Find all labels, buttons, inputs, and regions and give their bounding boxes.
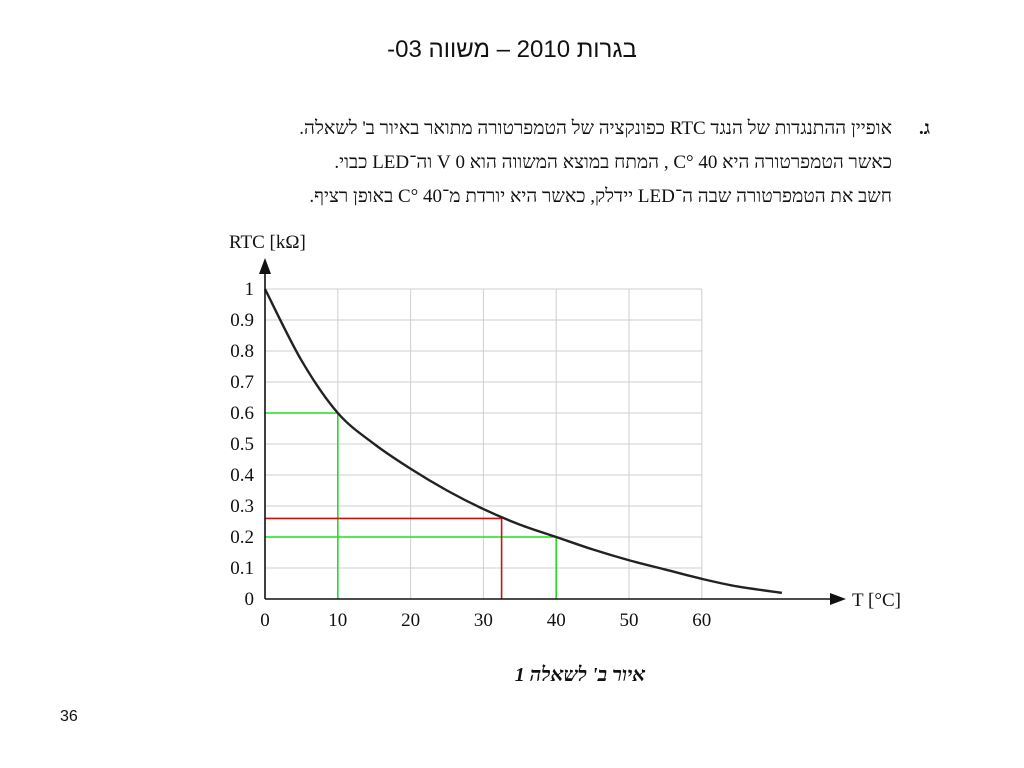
y-tick-label: 0.3 — [230, 496, 254, 517]
y-tick-label: 0.1 — [230, 558, 254, 579]
y-tick-label: 0.2 — [230, 527, 254, 548]
question-line-3: חשב את הטמפרטורה שבה ה־LED יידלק, כאשר ה… — [309, 186, 892, 207]
question-line-1: אופיין ההתנגדות של הנגד RTC כפונקציה של … — [299, 118, 892, 139]
y-tick-label: 0.8 — [230, 341, 254, 362]
y-axis-arrow — [259, 258, 271, 274]
chart-curve — [263, 288, 783, 594]
y-tick-label: 0.5 — [230, 434, 254, 455]
question-letter: ג. — [918, 118, 930, 139]
x-tick-label: 50 — [620, 610, 639, 631]
chart-grid — [265, 288, 703, 599]
y-tick-label: 0.4 — [230, 465, 254, 486]
x-tick-label: 0 — [260, 610, 270, 631]
x-axis-arrow — [830, 593, 846, 605]
figure-caption: איור ב' לשאלה 1 — [514, 664, 646, 686]
x-tick-label: 30 — [474, 610, 493, 631]
page-number: 36 — [60, 708, 78, 725]
x-tick-label: 60 — [692, 610, 711, 631]
question-line-2: כאשר הטמפרטורה היא 40 °C , המתח במוצא המ… — [334, 152, 892, 173]
chart-axes — [259, 258, 846, 605]
x-tick-label: 10 — [328, 610, 347, 631]
page-title: בגרות 2010 – משווה 03- — [387, 36, 637, 63]
data-curve-rtc — [263, 288, 783, 594]
y-tick-label: 0.9 — [230, 310, 254, 331]
y-tick-label: 0.6 — [230, 403, 254, 424]
y-axis-label: RTC [kΩ] — [229, 232, 306, 253]
x-axis-label: T [°C] — [852, 590, 901, 611]
y-tick-label: 0 — [245, 589, 255, 610]
chart-guide-lines — [265, 412, 558, 599]
x-tick-label: 20 — [401, 610, 420, 631]
y-tick-label: 1 — [245, 279, 255, 300]
y-tick-label: 0.7 — [230, 372, 254, 393]
question-block: ג. אופיין ההתנגדות של הנגד RTC כפונקציה … — [100, 112, 930, 214]
chart-tick-labels: 0 10 20 30 40 50 60 0 0.1 0.2 0.3 0.4 0.5 0.6 0.7 0.8 0.… — [230, 279, 711, 631]
x-tick-label: 40 — [547, 610, 566, 631]
